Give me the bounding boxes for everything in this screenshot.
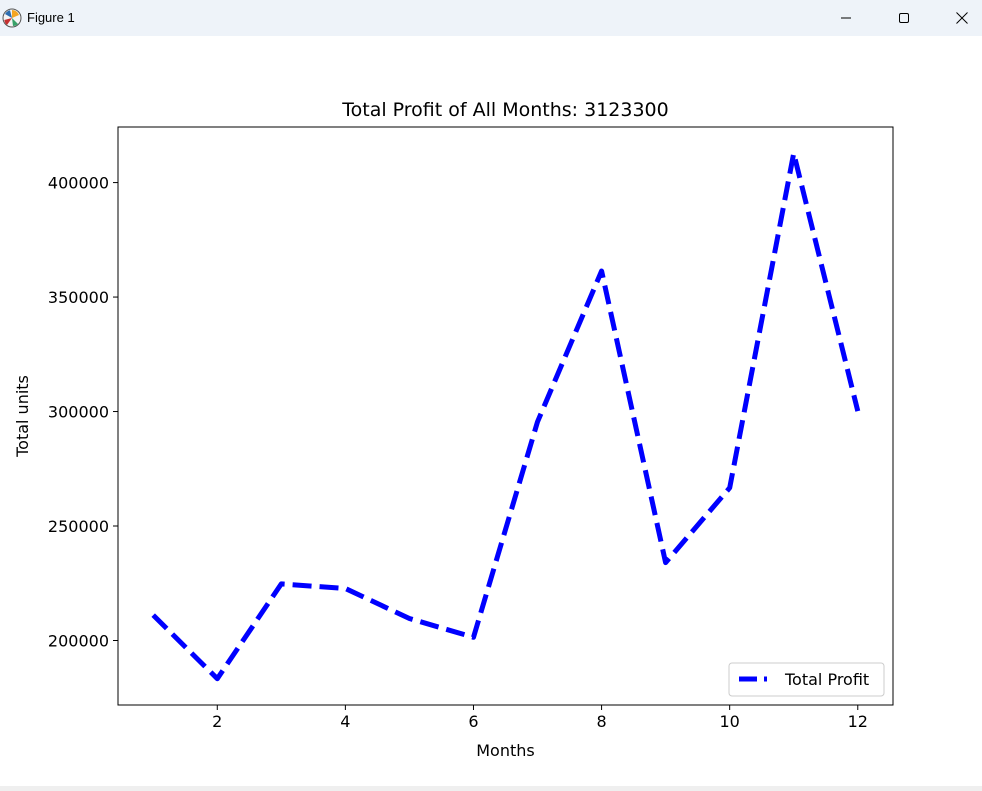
- minimize-button[interactable]: [817, 0, 875, 36]
- minimize-icon: [841, 17, 851, 19]
- plot-area: [118, 127, 893, 705]
- x-tick-label: 2: [212, 712, 222, 731]
- figure-canvas: 2 4 6 8 10 12 200000 250000 300000 350000 400000 T…: [0, 36, 982, 786]
- y-tick-label: 250000: [48, 517, 109, 536]
- chart-title: Total Profit of All Months: 3123300: [341, 99, 668, 121]
- x-tick-label: 12: [848, 712, 868, 731]
- series-line-total-profit: [151, 150, 861, 682]
- x-tick-label: 4: [340, 712, 350, 731]
- legend-label: Total Profit: [784, 670, 869, 689]
- x-tick-label: 6: [468, 712, 478, 731]
- y-tick-label: 300000: [48, 403, 109, 422]
- x-axis-label: Months: [476, 741, 534, 760]
- close-icon: [956, 12, 968, 24]
- line-chart: 2 4 6 8 10 12 200000 250000 300000 350000 400000 T…: [13, 99, 894, 760]
- legend-frame: [728, 662, 885, 697]
- y-tick-label: 200000: [48, 631, 109, 650]
- close-button[interactable]: [933, 0, 982, 36]
- axes-frame: [117, 126, 894, 706]
- x-tick-label: 10: [719, 712, 739, 731]
- x-tick-label: 8: [596, 712, 606, 731]
- y-tick-label: 350000: [48, 288, 109, 307]
- y-tick-label: 400000: [48, 174, 109, 193]
- y-axis-label: Total units: [13, 375, 32, 458]
- window-titlebar: Figure 1: [0, 0, 982, 36]
- maximize-button[interactable]: [875, 0, 933, 36]
- window-bottom-edge: [0, 786, 982, 791]
- window-title: Figure 1: [27, 10, 75, 25]
- maximize-icon: [899, 13, 909, 23]
- matplotlib-figure-icon: [2, 8, 22, 28]
- legend: Total Profit: [728, 662, 885, 697]
